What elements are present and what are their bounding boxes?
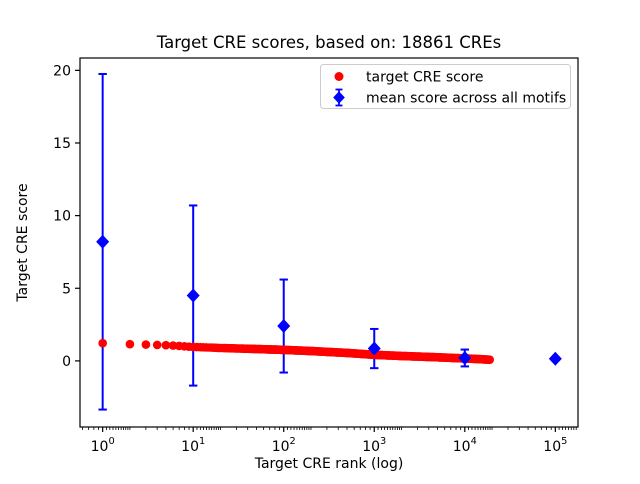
target-score-point bbox=[141, 340, 151, 349]
plot-area bbox=[79, 57, 579, 428]
chart-title: Target CRE scores, based on: 18861 CREs bbox=[156, 33, 502, 52]
x-tick-label: 104 bbox=[453, 436, 477, 455]
target-score-point bbox=[125, 339, 135, 349]
legend-box bbox=[320, 64, 571, 109]
target-cre-score-series bbox=[98, 338, 495, 365]
mean-score-markers bbox=[96, 234, 562, 366]
y-tick-label: 10 bbox=[53, 209, 71, 225]
target-score-point bbox=[168, 341, 178, 350]
x-tick-label: 105 bbox=[543, 436, 567, 455]
y-axis-ticks: 0 5 10 15 20 bbox=[53, 63, 80, 370]
x-tick-label: 100 bbox=[91, 436, 115, 455]
y-tick-label: 5 bbox=[62, 281, 71, 297]
legend-blue-diamond-errorbar-icon bbox=[333, 88, 345, 107]
x-tick-label: 101 bbox=[181, 436, 205, 455]
mean-score-diamond bbox=[367, 341, 381, 356]
legend-item-target-cre-score: target CRE score bbox=[334, 70, 483, 86]
y-tick-label: 20 bbox=[53, 63, 71, 79]
legend-red-circle-icon bbox=[334, 72, 344, 81]
mean-score-diamond bbox=[548, 351, 562, 366]
x-tick-label: 103 bbox=[362, 436, 386, 455]
legend-label-target-cre-score: target CRE score bbox=[366, 70, 483, 86]
mean-score-diamond bbox=[186, 288, 200, 303]
y-axis-label: Target CRE score bbox=[15, 183, 31, 302]
legend-label-mean-score: mean score across all motifs bbox=[366, 91, 566, 107]
y-tick-label: 15 bbox=[53, 136, 71, 152]
target-score-point bbox=[161, 340, 171, 350]
mean-score-diamond bbox=[458, 350, 472, 365]
x-axis-label: Target CRE rank (log) bbox=[254, 456, 404, 472]
legend: target CRE score mean score across all m… bbox=[320, 64, 571, 109]
target-score-point bbox=[485, 355, 495, 365]
y-tick-label: 0 bbox=[62, 354, 71, 370]
target-score-point bbox=[98, 338, 107, 348]
target-score-point bbox=[152, 340, 162, 350]
x-axis-ticks: 100 101 102 103 104 105 bbox=[82, 427, 577, 455]
legend-item-mean-score: mean score across all motifs bbox=[333, 88, 566, 107]
mean-score-diamond bbox=[277, 319, 291, 334]
mean-score-diamond bbox=[96, 234, 110, 249]
x-tick-label: 102 bbox=[272, 436, 296, 455]
